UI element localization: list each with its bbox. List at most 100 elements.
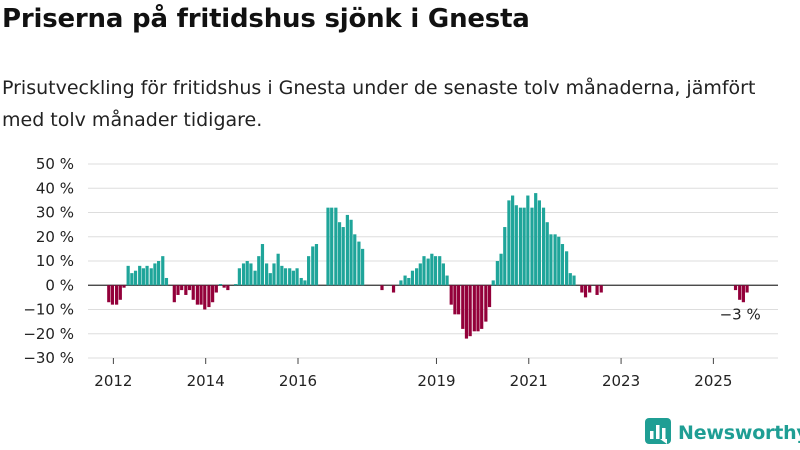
bar [537, 200, 541, 286]
y-tick-label: 20 % [36, 228, 74, 246]
bar [453, 285, 457, 315]
bar [133, 270, 138, 286]
bar [157, 261, 161, 286]
x-axis-tick-labels: 2012 2014 2016 2019 2021 2023 2025 [94, 358, 732, 390]
y-tick-label: 0 % [45, 276, 74, 294]
bar [153, 263, 157, 286]
bar [588, 285, 592, 293]
bar [499, 253, 503, 286]
bar [326, 207, 330, 286]
bar [491, 280, 495, 286]
y-tick-label: 30 % [36, 204, 74, 222]
bar [526, 195, 530, 286]
bar [441, 263, 445, 286]
bar [214, 285, 218, 293]
bar [595, 285, 599, 295]
bar [468, 285, 472, 337]
bar [553, 234, 557, 286]
bar [191, 285, 195, 300]
y-tick-label: 10 % [36, 252, 74, 270]
newsworthy-brand[interactable]: Newsworthy [644, 418, 800, 448]
bar [545, 222, 549, 286]
bar [415, 268, 419, 286]
data-label-latest: −3 % [720, 306, 761, 324]
bar [430, 253, 434, 286]
bar [288, 268, 292, 286]
bar [349, 219, 353, 286]
bar [503, 227, 507, 286]
bar [557, 236, 561, 286]
bar [257, 256, 261, 286]
bar [291, 270, 295, 286]
bar [337, 222, 342, 286]
bar [738, 285, 742, 300]
x-tick-label: 2012 [94, 372, 132, 390]
bar [237, 268, 241, 286]
bar [276, 253, 280, 286]
x-tick-label: 2014 [187, 372, 225, 390]
bar [457, 285, 461, 315]
chart-subtitle: Prisutveckling för fritidshus i Gnesta u… [2, 77, 756, 131]
bar [307, 256, 311, 286]
bar [218, 284, 223, 286]
bar [534, 193, 538, 286]
bar [464, 285, 469, 339]
bar [245, 261, 249, 286]
bar [480, 285, 484, 329]
bar [164, 277, 169, 286]
bar [565, 251, 569, 286]
bar [514, 205, 518, 286]
bar [745, 285, 749, 293]
bar [334, 207, 338, 286]
chart-title: Priserna på fritidshus sjönk i Gnesta [2, 4, 530, 34]
bar [507, 200, 511, 286]
bar [583, 285, 588, 298]
bar [118, 285, 122, 300]
bar [472, 285, 476, 332]
bar [330, 207, 334, 286]
x-tick-label: 2025 [694, 372, 732, 390]
x-tick-label: 2016 [279, 372, 317, 390]
bar [249, 263, 253, 286]
bar [407, 277, 411, 286]
bar [268, 273, 272, 286]
bar [260, 244, 265, 286]
bar [380, 285, 384, 291]
bar [207, 285, 211, 308]
bar [541, 207, 546, 286]
bar [572, 275, 576, 286]
bar [511, 195, 515, 286]
newsworthy-logo-icon [644, 417, 672, 449]
y-tick-label: 40 % [36, 179, 74, 197]
bar [299, 277, 303, 286]
bar [122, 285, 126, 288]
bar [253, 270, 257, 286]
bar [199, 285, 203, 305]
bar [568, 273, 572, 286]
bar [161, 256, 165, 286]
y-tick-label: 50 % [36, 155, 74, 173]
bar [518, 207, 523, 286]
bar [341, 227, 345, 286]
bar [180, 285, 184, 291]
y-tick-label: −30 % [23, 349, 74, 367]
bar [226, 285, 230, 291]
bar [422, 256, 426, 286]
bar [303, 280, 307, 286]
bar [138, 265, 142, 286]
bar [176, 285, 180, 295]
x-tick-label: 2019 [417, 372, 455, 390]
bar [391, 285, 396, 293]
y-tick-label: −20 % [23, 325, 74, 343]
bar [195, 285, 199, 305]
y-tick-label: −10 % [23, 301, 74, 319]
x-tick-label: 2021 [510, 372, 548, 390]
bar [110, 285, 115, 305]
bar [426, 258, 430, 286]
bar [357, 241, 361, 286]
bar [126, 265, 130, 286]
bar [283, 268, 288, 286]
bar [295, 268, 299, 286]
bar [203, 285, 207, 310]
bar [187, 285, 192, 291]
